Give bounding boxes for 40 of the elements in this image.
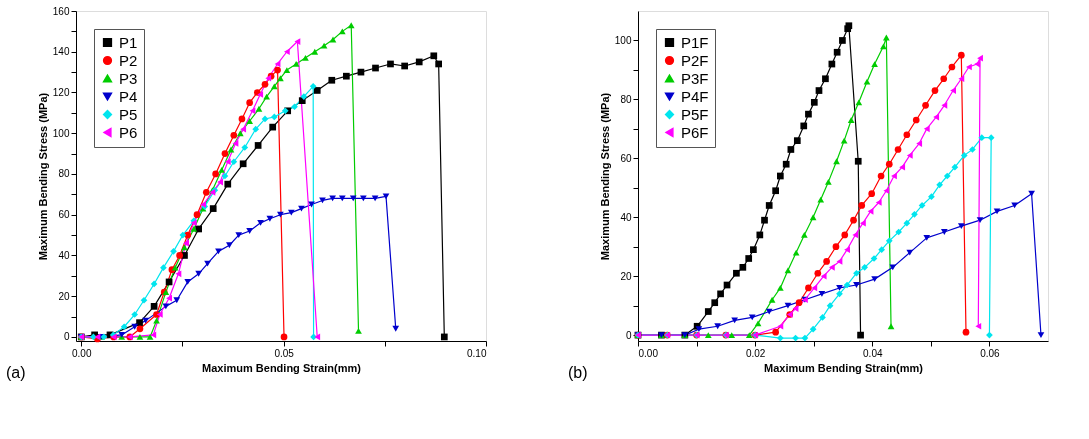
- legend-label: P5F: [681, 105, 709, 123]
- y-tick-label: 60: [58, 209, 70, 221]
- y-tick-label: 0: [63, 331, 70, 343]
- y-tick-label: 40: [58, 249, 70, 261]
- x-axis-title: Maximum Bending Strain(mm): [764, 361, 924, 374]
- y-tick-label: 60: [620, 152, 632, 164]
- y-axis-title: Maximum Bending Stress (MPa): [598, 92, 611, 261]
- legend-label: P4F: [681, 87, 709, 105]
- y-tick-label: 40: [620, 211, 632, 223]
- y-tick-label: 80: [58, 168, 70, 180]
- y-tick-label: 140: [52, 46, 70, 58]
- legend-label: P2F: [681, 51, 709, 69]
- y-tick-label: 80: [620, 93, 632, 105]
- x-tick-label: 0.02: [745, 347, 766, 359]
- legend-label: P1: [119, 33, 138, 51]
- y-tick-label: 160: [52, 5, 70, 17]
- y-tick-label: 120: [52, 86, 70, 98]
- x-tick-label: 0.04: [863, 347, 883, 359]
- y-tick-label: 100: [52, 127, 70, 139]
- legend-label: P6: [119, 123, 138, 141]
- legend-label: P3: [119, 69, 138, 87]
- x-axis-title: Maximum Bending Strain(mm): [202, 361, 362, 374]
- y-tick-label: 20: [58, 290, 70, 302]
- legend-label: P1F: [681, 33, 709, 51]
- x-tick-label: 0.00: [72, 347, 92, 359]
- legend-label: P4: [119, 87, 138, 105]
- legend-label: P6F: [681, 123, 709, 141]
- text: (a): [6, 364, 26, 381]
- y-tick-label: 0: [625, 329, 632, 341]
- text: (b): [568, 364, 588, 381]
- y-tick-label: 20: [620, 270, 632, 282]
- legend-label: P3F: [681, 69, 709, 87]
- legend-label: P2: [119, 51, 138, 69]
- y-tick-label: 100: [614, 34, 632, 46]
- y-axis-title: Maximum Bending Stress (MPa): [36, 92, 49, 261]
- x-tick-label: 0.10: [467, 347, 487, 359]
- x-tick-label: 0.06: [980, 347, 1001, 359]
- legend-label: P5: [119, 105, 138, 123]
- x-tick-label: 0.05: [274, 347, 295, 359]
- x-tick-label: 0.00: [638, 347, 659, 359]
